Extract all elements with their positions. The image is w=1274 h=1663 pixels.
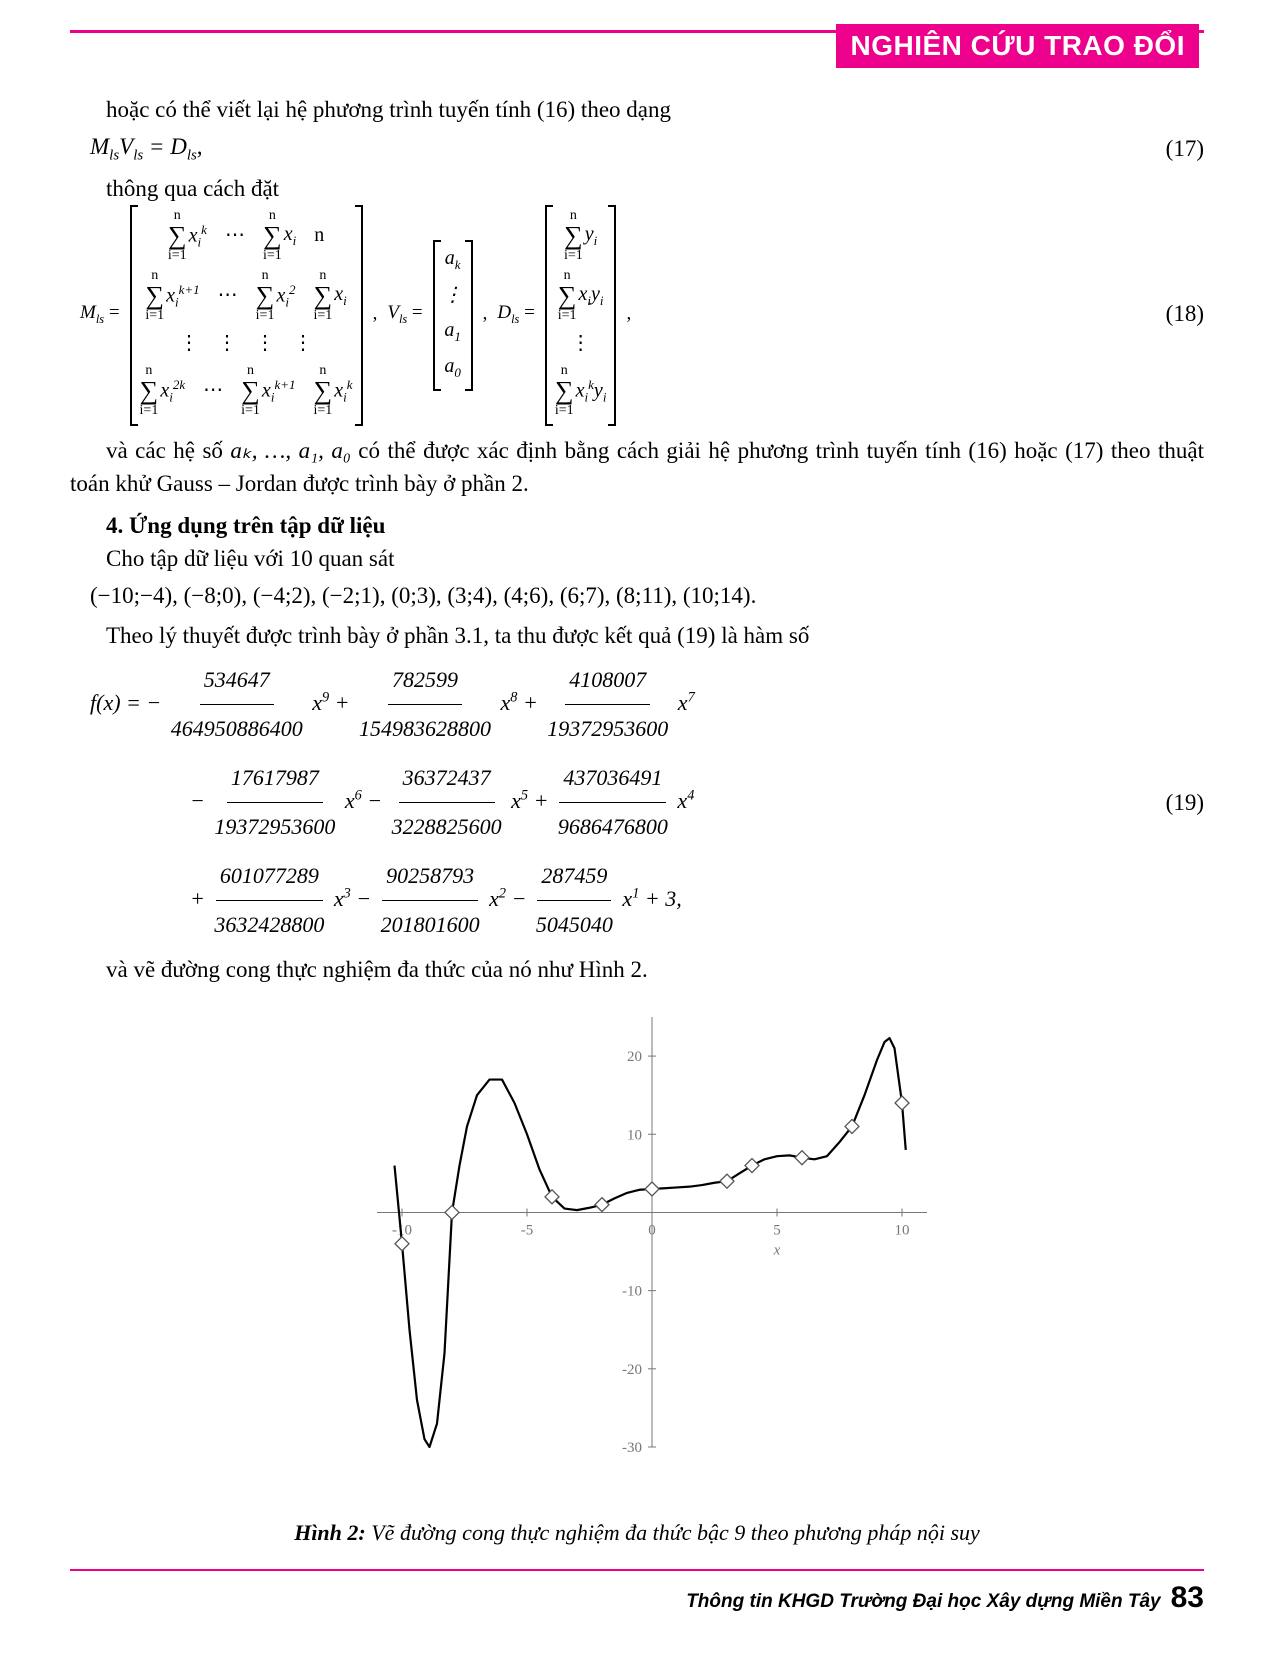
eq17-V: V xyxy=(119,134,133,159)
svg-text:10: 10 xyxy=(895,1222,910,1238)
svg-text:20: 20 xyxy=(627,1049,642,1065)
svg-text:-5: -5 xyxy=(521,1222,534,1238)
svg-text:5: 5 xyxy=(773,1222,781,1238)
para-5: Theo lý thuyết được trình bày ở phần 3.1… xyxy=(70,619,1204,652)
para-4: Cho tập dữ liệu với 10 quan sát xyxy=(70,542,1204,575)
eq17-comma: , xyxy=(197,134,203,159)
page-footer: Thông tin KHGD Trường Đại học Xây dựng M… xyxy=(70,1571,1204,1643)
eq19-number: (19) xyxy=(1144,786,1204,819)
svg-text:-10: -10 xyxy=(622,1283,642,1299)
eq17-eqD: = D xyxy=(143,134,187,159)
equation-18: Mls = n∑i=1xik⋯n∑i=1xinn∑i=1xik+1⋯n∑i=1x… xyxy=(70,205,1204,422)
para-6: và vẽ đường cong thực nghiệm đa thức của… xyxy=(70,953,1204,986)
svg-text:-30: -30 xyxy=(622,1440,642,1456)
eq18-number: (18) xyxy=(1144,297,1204,330)
data-point-list: (−10;−4), (−8;0), (−4;2), (−2;1), (0;3),… xyxy=(90,579,1204,612)
equation-19: f(x) = − 534647464950886400 x9 + 7825991… xyxy=(70,656,1204,949)
footer-text: Thông tin KHGD Trường Đại học Xây dựng M… xyxy=(686,1591,1160,1613)
svg-text:10: 10 xyxy=(627,1127,642,1143)
eq17-M: M xyxy=(90,134,109,159)
svg-text:0: 0 xyxy=(648,1222,656,1238)
eq17-sub3: ls xyxy=(187,148,197,164)
heading-4: 4. Ứng dụng trên tập dữ liệu xyxy=(70,509,1204,542)
para-2: thông qua cách đặt xyxy=(70,172,1204,205)
page-number: 83 xyxy=(1171,1581,1204,1615)
section-banner: NGHIÊN CỨU TRAO ĐỔI xyxy=(836,24,1199,68)
eq17-sub1: ls xyxy=(109,148,119,164)
svg-text:x: x xyxy=(773,1242,781,1258)
equation-17: MlsVls = Dls, (17) xyxy=(70,130,1204,167)
para-3: và các hệ số aₖ, …, a₁, a₀ có thể được x… xyxy=(70,434,1204,501)
figure-2-chart: -10-50510x-30-20-101020 xyxy=(70,997,1204,1497)
eq17-number: (17) xyxy=(1144,132,1204,165)
para-1: hoặc có thể viết lại hệ phương trình tuy… xyxy=(70,93,1204,126)
svg-text:-20: -20 xyxy=(622,1362,642,1378)
eq17-sub2: ls xyxy=(133,148,143,164)
figure-2-caption: Hình 2: Vẽ đường cong thực nghiệm đa thứ… xyxy=(70,1517,1204,1549)
